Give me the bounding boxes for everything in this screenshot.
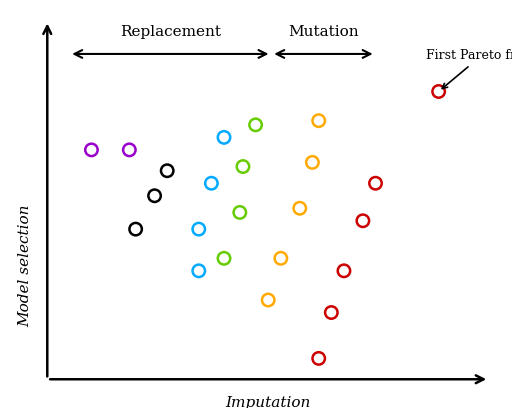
Text: First Pareto front: First Pareto front <box>426 49 512 89</box>
Point <box>264 297 272 303</box>
Point <box>88 146 96 153</box>
Point <box>359 217 367 224</box>
Text: Mutation: Mutation <box>288 25 359 39</box>
Point <box>251 122 260 128</box>
Point <box>371 180 379 186</box>
Point <box>151 193 159 199</box>
Text: Replacement: Replacement <box>120 25 221 39</box>
Point <box>327 309 335 316</box>
Point <box>220 134 228 141</box>
Point <box>314 118 323 124</box>
Point <box>239 163 247 170</box>
Point <box>340 268 348 274</box>
Point <box>220 255 228 262</box>
Text: Imputation: Imputation <box>225 396 311 408</box>
Point <box>195 226 203 233</box>
Point <box>163 167 172 174</box>
Point <box>435 88 443 95</box>
Point <box>314 355 323 361</box>
Point <box>125 146 134 153</box>
Text: Model selection: Model selection <box>18 205 32 327</box>
Point <box>276 255 285 262</box>
Point <box>132 226 140 233</box>
Point <box>195 268 203 274</box>
Point <box>207 180 216 186</box>
Point <box>308 159 316 166</box>
Point <box>295 205 304 211</box>
Point <box>236 209 244 216</box>
